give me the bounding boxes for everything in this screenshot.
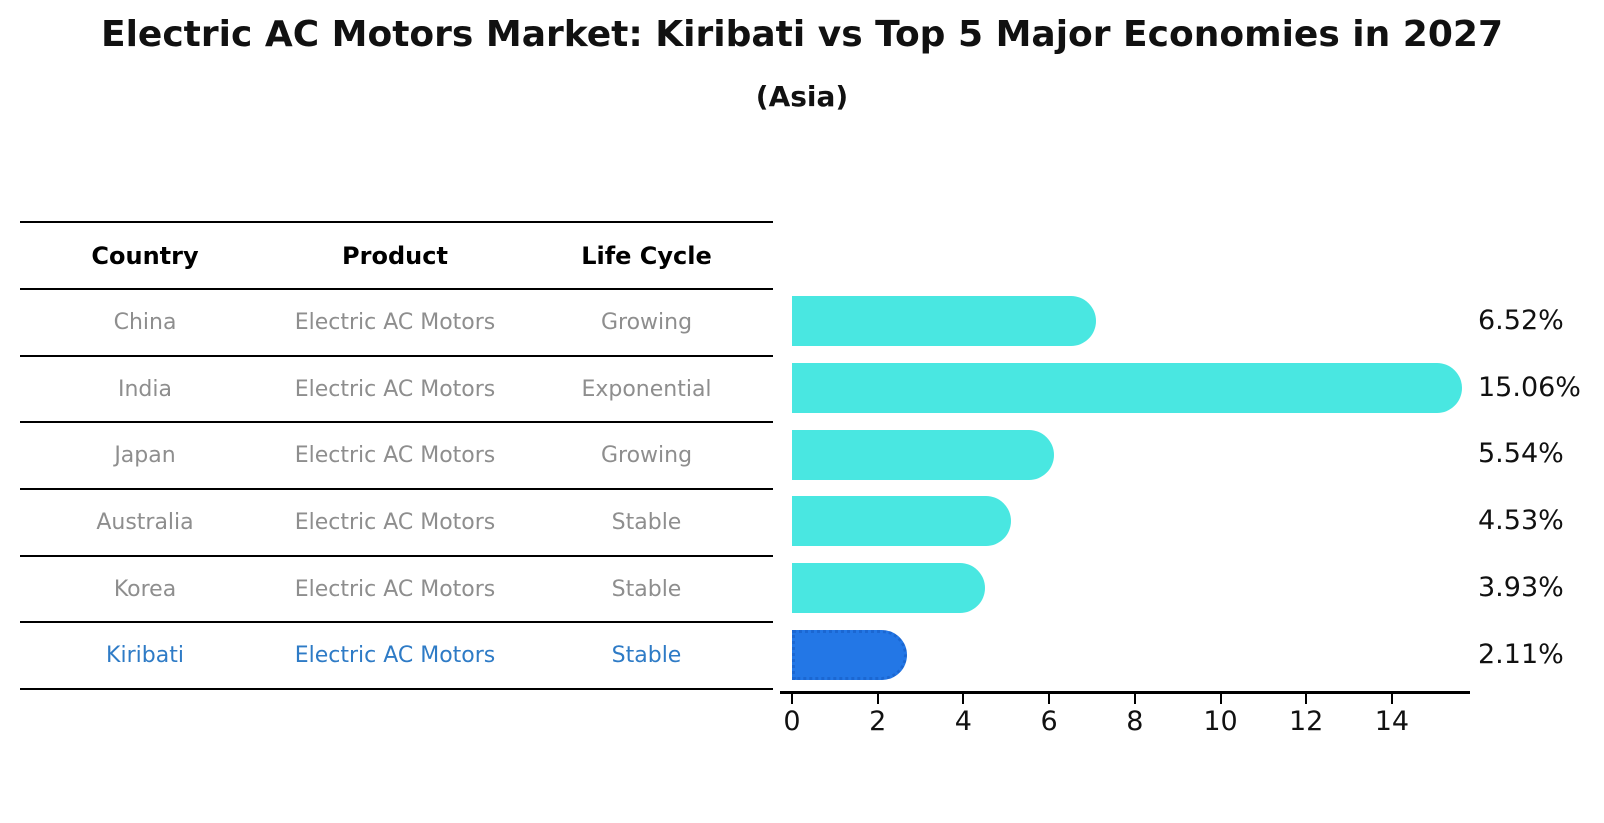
table-header-product: Product [342,241,448,270]
bar-india [792,363,1463,414]
x-tick-label: 10 [1203,706,1238,737]
bar-value-label: 3.93% [1478,571,1564,603]
cell-life_cycle: Exponential [581,376,712,402]
cell-product: Electric AC Motors [294,376,496,402]
cell-life_cycle: Growing [600,309,693,335]
bar-value-label: 6.52% [1478,305,1564,336]
table-header-lifecycle: Life Cycle [581,241,712,270]
cell-product: Electric AC Motors [294,576,496,602]
x-tick-mark [962,694,965,704]
x-tick-label: 8 [1126,706,1144,737]
comparison-table: Country Product Life Cycle China Electric… [20,221,773,691]
x-tick-label: 2 [869,706,887,737]
cell-life_cycle: Growing [600,443,693,469]
x-tick-label: 12 [1289,706,1324,737]
cell-country: Korea [113,576,177,602]
table-row: India Electric AC Motors Exponential [20,357,773,424]
table-row: Japan Electric AC Motors Growing [20,423,773,491]
cell-country: China [113,309,177,335]
bar-kiribati [792,629,908,680]
bar-korea [792,563,986,614]
cell-life_cycle: Stable [611,509,682,535]
table-row: Korea Electric AC Motors Stable [20,557,773,624]
x-tick-label: 14 [1374,706,1410,737]
table-body: China Electric AC Motors Growing India Elect… [20,290,773,691]
cell-life_cycle: Stable [611,576,682,602]
bar-value-label: 4.53% [1478,505,1564,537]
table-header-row: Country Product Life Cycle [20,223,773,290]
x-tick-mark [1390,694,1393,704]
bar-value-label: 2.11% [1478,638,1564,670]
x-tick-label: 6 [1040,706,1058,737]
cell-life_cycle: Stable [611,643,682,669]
cell-country: Kiribati [106,643,184,669]
x-tick-mark [1219,694,1222,704]
table-row: China Electric AC Motors Growing [20,290,773,357]
bar-china [792,296,1097,347]
cell-product: Electric AC Motors [294,643,496,669]
x-tick-mark [1305,694,1308,704]
table-header-country: Country [91,241,199,270]
x-tick-mark [791,694,793,704]
bar-value-label: 5.54% [1478,438,1564,470]
table-row: Kiribati Electric AC Motors Stable [20,623,773,691]
cell-country: India [118,376,172,402]
x-tick-mark [1133,694,1136,704]
cell-product: Electric AC Motors [294,309,496,335]
x-tick-label: 0 [783,706,801,737]
chart-subtitle: (Asia) [755,80,849,113]
x-tick-mark [876,694,879,704]
bar-japan [792,429,1055,480]
bar-value-label: 15.06% [1478,371,1581,403]
cell-product: Electric AC Motors [294,509,496,535]
bar-australia [792,496,1012,547]
x-tick-mark [1048,694,1051,704]
cell-product: Electric AC Motors [294,443,496,469]
cell-country: Japan [114,443,176,469]
table-row: Australia Electric AC Motors Stable [20,490,773,557]
cell-country: Australia [96,509,194,535]
x-tick-label: 4 [954,706,972,737]
chart-title: Electric AC Motors Market: Kiribati vs T… [100,14,1503,55]
x-axis-line [780,691,1470,694]
